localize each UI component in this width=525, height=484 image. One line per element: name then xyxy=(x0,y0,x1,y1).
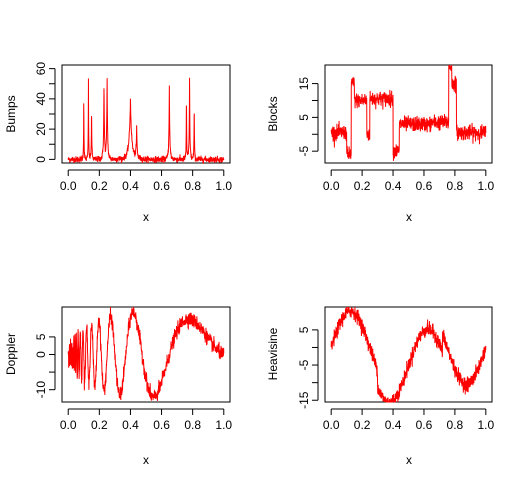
plot-frame xyxy=(61,306,231,403)
y-tick-label: -10 xyxy=(34,381,48,399)
x-tick-label: 0.8 xyxy=(184,418,201,432)
plot-frame xyxy=(61,64,231,164)
x-tick-label: 0.8 xyxy=(447,418,464,432)
y-tick-label: -15 xyxy=(297,391,311,409)
y-tick-label: 40 xyxy=(34,92,48,106)
x-tick-label: 0.0 xyxy=(60,179,77,193)
x-tick-label: 0.8 xyxy=(184,179,201,193)
y-tick-label: -5 xyxy=(297,359,311,370)
x-tick-label: 0.6 xyxy=(153,418,170,432)
x-tick-label: 0.4 xyxy=(122,418,139,432)
x-tick-label: 0.0 xyxy=(323,418,340,432)
y-tick-label: 5 xyxy=(297,326,311,333)
y-tick-label: 60 xyxy=(34,62,48,76)
y-axis: 0 20 40 60 xyxy=(34,62,56,163)
x-axis-label: x xyxy=(406,210,412,224)
x-tick-label: 0.2 xyxy=(91,179,108,193)
y-tick-label: 15 xyxy=(297,77,311,91)
x-tick-label: 0.4 xyxy=(385,418,402,432)
x-tick-label: 1.0 xyxy=(215,179,232,193)
plot-frame xyxy=(324,64,493,164)
y-tick-label: 20 xyxy=(34,122,48,136)
x-tick-label: 0.4 xyxy=(122,179,139,193)
series-line-blocks xyxy=(330,64,487,161)
y-axis-label: Doppler xyxy=(4,333,18,375)
x-tick-label: 0.0 xyxy=(323,179,340,193)
y-tick-label: -5 xyxy=(297,146,311,157)
x-axis: 0.0 0.2 0.4 0.6 0.8 1.0 xyxy=(60,408,232,432)
x-tick-label: 0.6 xyxy=(416,179,433,193)
plot-frame xyxy=(324,306,493,403)
y-axis: -15 -5 5 xyxy=(297,326,319,409)
x-axis-label: x xyxy=(406,453,412,467)
x-tick-label: 0.2 xyxy=(354,179,371,193)
series-line-heavisine xyxy=(330,306,487,403)
x-tick-label: 0.6 xyxy=(416,418,433,432)
x-axis: 0.0 0.2 0.4 0.6 0.8 1.0 xyxy=(60,169,232,193)
x-tick-label: 1.0 xyxy=(215,418,232,432)
y-axis: -5 5 15 xyxy=(297,77,319,157)
y-tick-label: 0 xyxy=(34,351,48,358)
x-tick-label: 0.8 xyxy=(447,179,464,193)
x-tick-label: 1.0 xyxy=(477,418,494,432)
x-tick-label: 0.4 xyxy=(385,179,402,193)
y-axis: -10 0 5 xyxy=(34,333,56,399)
series-line-doppler xyxy=(67,306,225,401)
series-line-bumps xyxy=(67,77,225,165)
x-tick-label: 0.0 xyxy=(60,418,77,432)
x-tick-label: 0.2 xyxy=(91,418,108,432)
y-tick-label: 5 xyxy=(34,333,48,340)
x-axis: 0.0 0.2 0.4 0.6 0.8 1.0 xyxy=(323,408,494,432)
x-tick-label: 0.2 xyxy=(354,418,371,432)
y-tick-label: 0 xyxy=(34,156,48,163)
x-axis-label: x xyxy=(143,453,149,467)
x-tick-label: 1.0 xyxy=(477,179,494,193)
y-axis-label: Blocks xyxy=(266,96,280,131)
y-axis-label: Heavisine xyxy=(266,327,280,380)
x-tick-label: 0.6 xyxy=(153,179,170,193)
y-tick-label: 5 xyxy=(297,114,311,121)
panel-doppler: 0.0 0.2 0.4 0.6 0.8 1.0 -10 0 5 x Doppler xyxy=(4,306,232,467)
y-axis-label: Bumps xyxy=(4,95,18,132)
panel-blocks: 0.0 0.2 0.4 0.6 0.8 1.0 -5 5 15 x Blocks xyxy=(266,64,494,224)
x-axis-label: x xyxy=(143,210,149,224)
panel-heavisine: 0.0 0.2 0.4 0.6 0.8 1.0 -15 -5 5 x Heavisine xyxy=(266,306,494,467)
x-axis: 0.0 0.2 0.4 0.6 0.8 1.0 xyxy=(323,169,494,193)
panel-bumps: 0.0 0.2 0.4 0.6 0.8 1.0 0 20 40 60 x Bumps xyxy=(4,62,232,224)
